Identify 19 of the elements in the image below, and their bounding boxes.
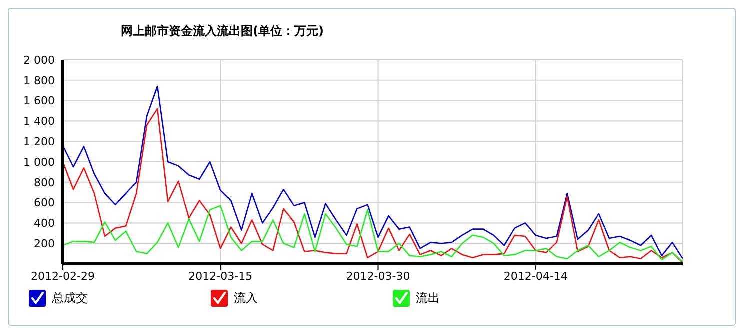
y-tick-label: 1 000	[24, 156, 55, 169]
legend-label: 流出	[416, 290, 440, 307]
y-tick-label: 1 600	[24, 94, 55, 108]
x-tick-label: 2012-04-14	[504, 270, 568, 283]
line-series	[63, 205, 683, 263]
y-tick-label: 200	[34, 238, 55, 251]
chart-title: 网上邮市资金流入流出图(单位：万元)	[121, 23, 324, 40]
x-tick-label: 2012-02-29	[31, 270, 95, 283]
y-tick-label: 600	[34, 196, 55, 210]
y-tick-label: 800	[34, 176, 55, 190]
y-tick-label: 1 200	[24, 136, 55, 149]
y-tick-label: 2 000	[24, 54, 55, 67]
y-tick-label: 400	[34, 217, 55, 230]
y-tick-label: 1 800	[24, 74, 55, 88]
x-tick-label: 2012-03-15	[188, 270, 253, 283]
legend-label: 流入	[234, 290, 258, 307]
legend-label: 总成交	[52, 290, 88, 307]
x-tick-label: 2012-03-30	[346, 270, 410, 283]
y-tick-label: 1 400	[24, 115, 55, 128]
